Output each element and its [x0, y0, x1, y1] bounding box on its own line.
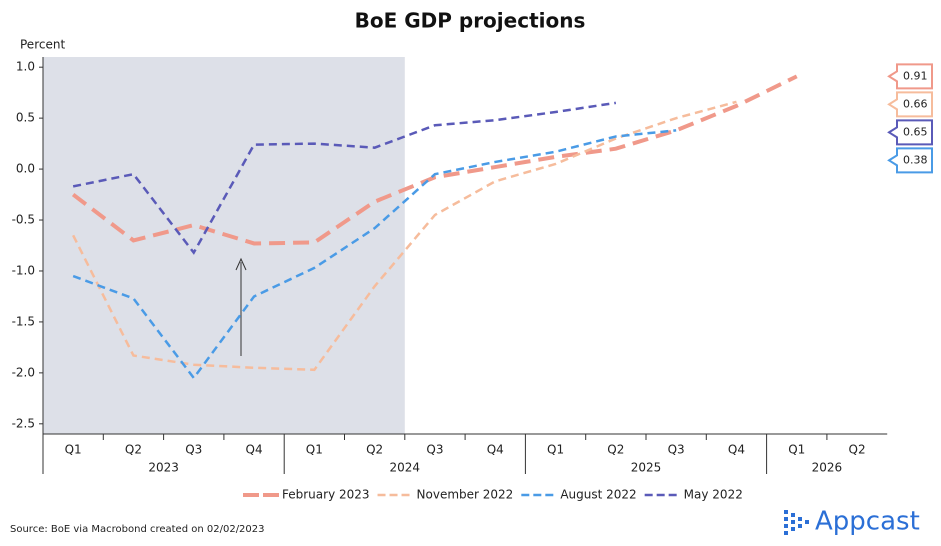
- chart-title: BoE GDP projections: [355, 9, 586, 33]
- y-tick-label: -1.5: [12, 314, 35, 328]
- x-tick-label: Q3: [185, 443, 202, 457]
- logo-icon: [784, 510, 809, 535]
- year-label: 2023: [148, 461, 179, 475]
- x-tick-label: Q1: [547, 443, 564, 457]
- y-tick-label: 0.5: [16, 111, 35, 125]
- end-label: 0.91: [903, 69, 928, 82]
- y-tick-label: 0.0: [16, 162, 35, 176]
- x-tick-label: Q1: [65, 443, 82, 457]
- y-tick-label: -1.0: [12, 263, 35, 277]
- year-label: 2025: [631, 461, 662, 475]
- legend-label: November 2022: [417, 488, 514, 502]
- year-label: 2026: [812, 461, 843, 475]
- x-tick-label: Q2: [125, 443, 142, 457]
- y-tick-label: -0.5: [12, 213, 35, 227]
- x-tick-label: Q1: [788, 443, 805, 457]
- y-axis-label: Percent: [20, 38, 65, 52]
- x-tick-label: Q2: [849, 443, 866, 457]
- y-tick-label: 1.0: [16, 60, 35, 74]
- y-tick-label: -2.5: [12, 416, 35, 430]
- x-tick-label: Q2: [366, 443, 383, 457]
- series-line: [72, 129, 677, 381]
- x-tick-label: Q3: [668, 443, 685, 457]
- end-label-box: [887, 91, 933, 118]
- x-tick-label: Q4: [487, 443, 504, 457]
- x-tick-label: Q4: [728, 443, 745, 457]
- series-line: [72, 101, 617, 255]
- end-label-box: [887, 63, 933, 90]
- series-line: [71, 74, 798, 246]
- end-label: 0.66: [903, 97, 928, 110]
- shaded-region: [43, 57, 405, 434]
- legend-label: February 2023: [282, 488, 370, 502]
- logo-text: Appcast: [815, 507, 920, 537]
- legend-label: August 2022: [560, 488, 636, 502]
- end-label: 0.65: [903, 125, 928, 138]
- legend-label: May 2022: [684, 488, 743, 502]
- x-tick-label: Q2: [607, 443, 624, 457]
- x-tick-label: Q4: [246, 443, 263, 457]
- source: Source: BoE via Macrobond created on 02/…: [10, 524, 265, 535]
- x-tick-label: Q3: [426, 443, 443, 457]
- end-label-box: [887, 147, 933, 174]
- x-tick-label: Q1: [306, 443, 323, 457]
- year-label: 2024: [390, 461, 421, 475]
- annotation-arrowhead: [235, 257, 247, 271]
- end-label-box: [887, 119, 933, 146]
- end-label: 0.38: [903, 153, 928, 166]
- y-tick-label: -2.0: [12, 365, 35, 379]
